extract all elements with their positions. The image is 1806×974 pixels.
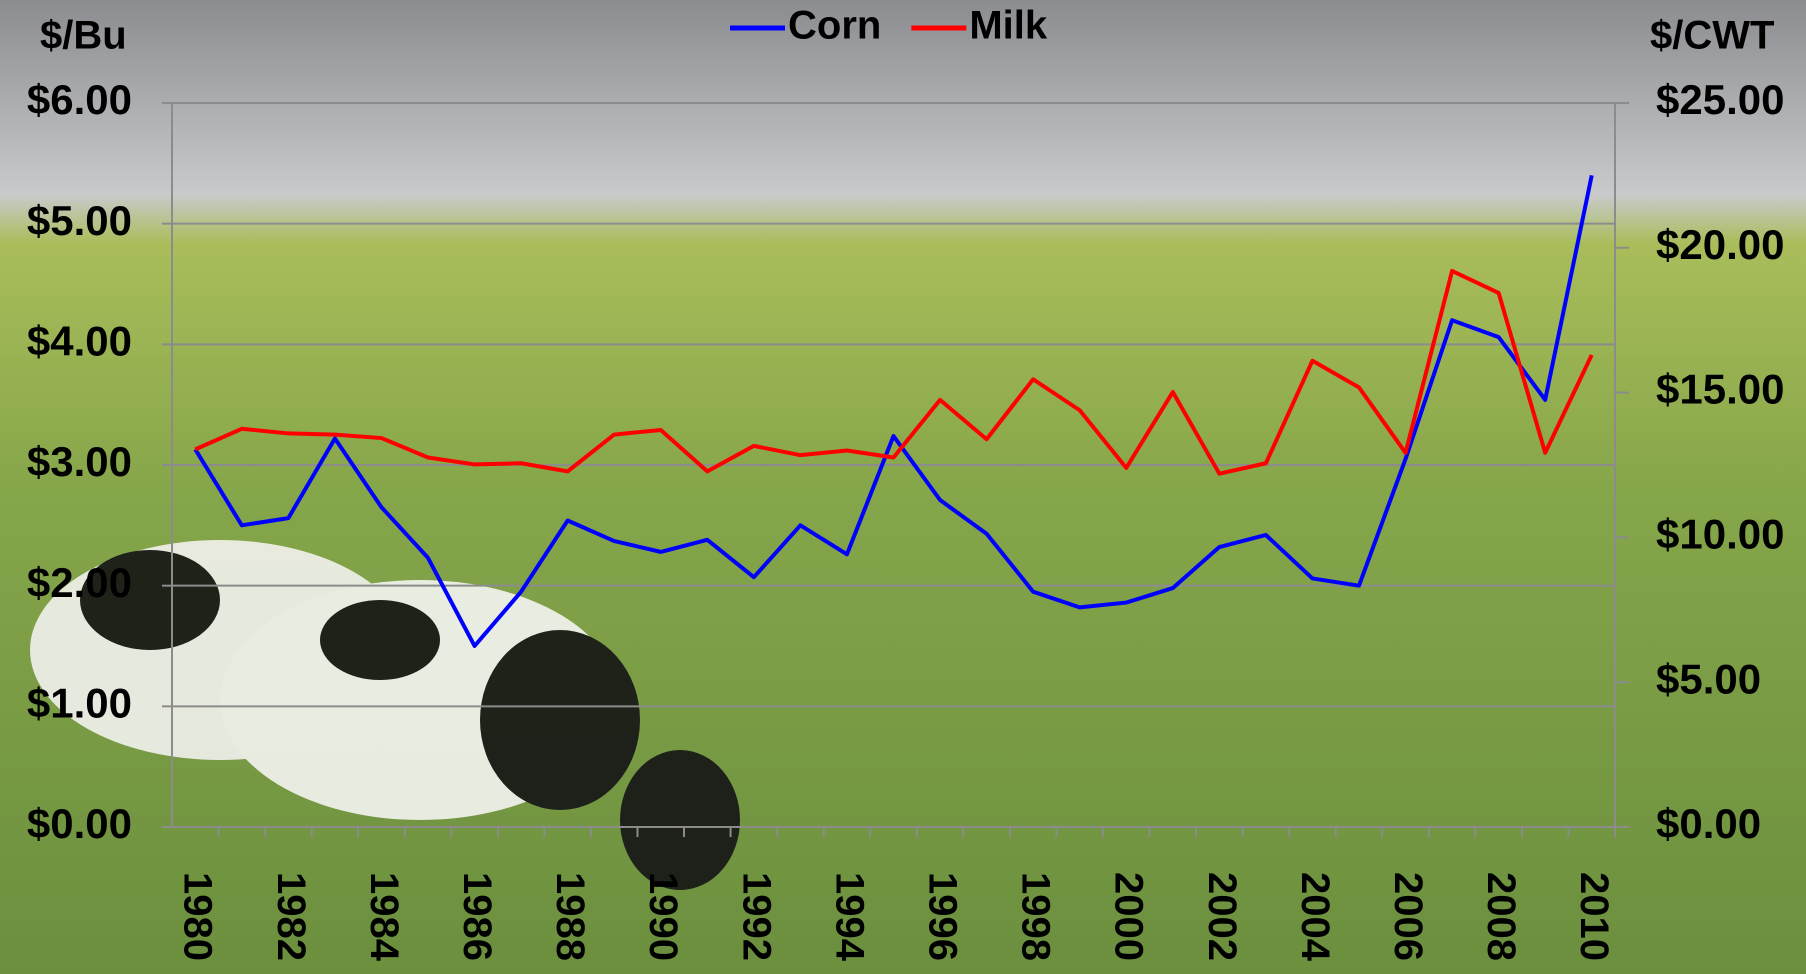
y-tick-label: $6.00 bbox=[27, 76, 132, 123]
x-tick-label: 1996 bbox=[920, 872, 964, 961]
x-tick-label: 2006 bbox=[1386, 872, 1430, 961]
y2-tick-label: $25.00 bbox=[1656, 76, 1784, 123]
y-tick-label: $4.00 bbox=[27, 317, 132, 364]
cows-illustration bbox=[30, 540, 740, 890]
x-tick-label: 2004 bbox=[1293, 872, 1337, 962]
y-tick-label: $2.00 bbox=[27, 559, 132, 606]
x-tick-label: 2008 bbox=[1479, 872, 1523, 961]
x-tick-label: 2002 bbox=[1200, 872, 1244, 961]
y-tick-label: $3.00 bbox=[27, 438, 132, 485]
x-tick-label: 1998 bbox=[1014, 872, 1058, 961]
x-tick-label: 1992 bbox=[734, 872, 778, 961]
legend-label: Milk bbox=[969, 4, 1048, 48]
y2-tick-label: $20.00 bbox=[1656, 221, 1784, 268]
x-tick-label: 1988 bbox=[548, 872, 592, 961]
x-tick-label: 1984 bbox=[362, 872, 406, 962]
y-axis-title: $/Bu bbox=[40, 14, 127, 58]
legend: Corn Milk bbox=[730, 4, 1048, 48]
x-tick-label: 1994 bbox=[827, 872, 871, 962]
y2-tick-label: $10.00 bbox=[1656, 510, 1784, 557]
y-tick-label: $5.00 bbox=[27, 197, 132, 244]
line-series bbox=[193, 174, 1594, 648]
legend-label: Corn bbox=[788, 4, 881, 48]
y-tick-label: $1.00 bbox=[27, 679, 132, 726]
x-tick-label: 1986 bbox=[455, 872, 499, 961]
y-tick-label: $0.00 bbox=[27, 800, 132, 847]
y2-axis-title: $/CWT bbox=[1650, 14, 1774, 58]
y2-tick-label: $0.00 bbox=[1656, 800, 1761, 847]
y2-tick-label: $15.00 bbox=[1656, 366, 1784, 413]
x-tick-label: 2000 bbox=[1107, 872, 1151, 961]
x-tick-label: 1990 bbox=[641, 872, 685, 961]
x-tick-label: 1980 bbox=[176, 872, 220, 961]
y2-tick-label: $5.00 bbox=[1656, 655, 1761, 702]
line-series bbox=[194, 268, 1594, 476]
x-tick-label: 2010 bbox=[1572, 872, 1616, 961]
x-tick-label: 1982 bbox=[269, 872, 313, 961]
